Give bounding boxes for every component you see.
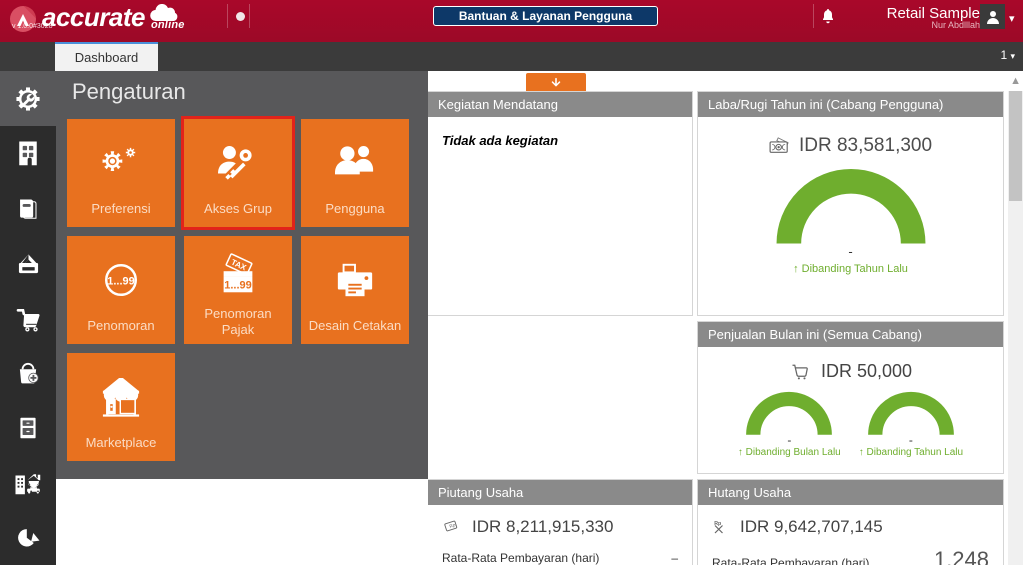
svg-text:1...99: 1...99 — [224, 279, 252, 291]
svg-text:1...99: 1...99 — [107, 276, 134, 288]
